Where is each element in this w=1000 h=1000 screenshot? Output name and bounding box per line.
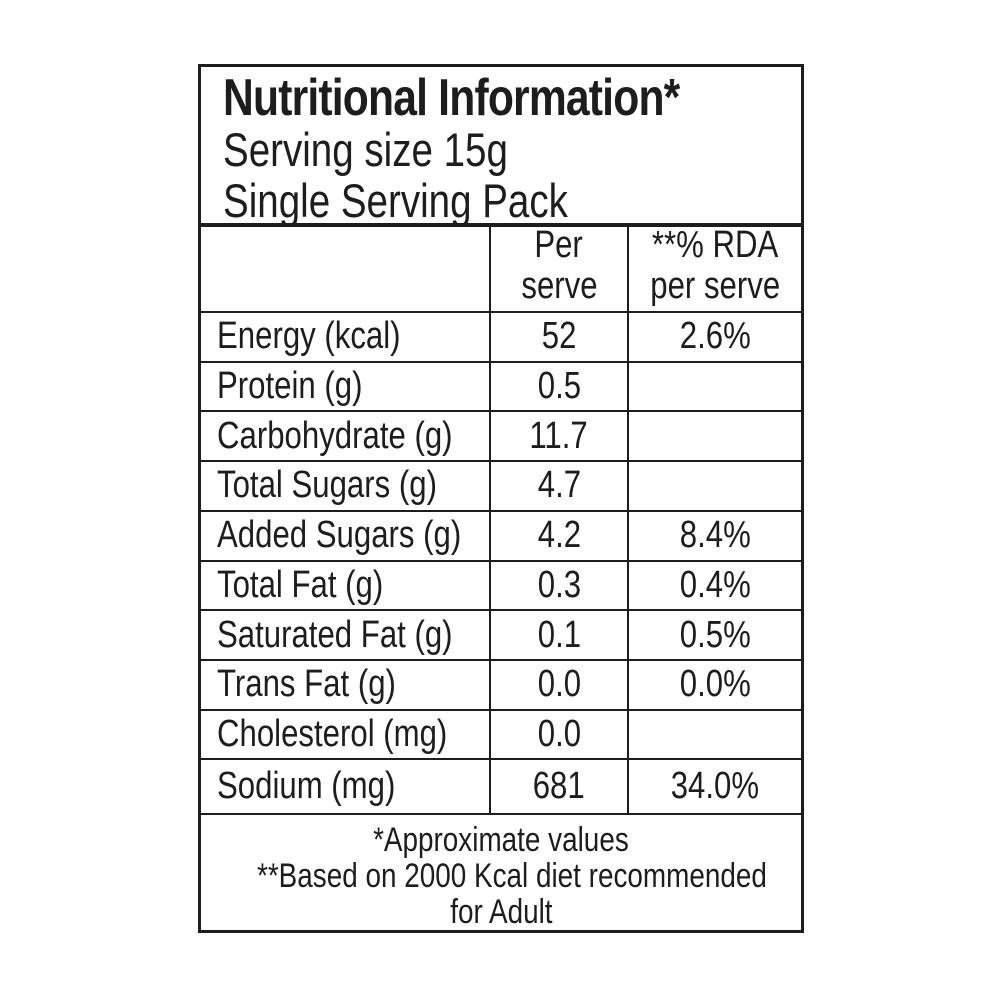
rda-value: 2.6%	[627, 313, 801, 361]
rda-header-line2: per serve	[650, 265, 780, 307]
rda-header-line1: **% RDA	[651, 224, 779, 266]
nutrient-name: Saturated Fat (g)	[217, 613, 453, 656]
label-title-block: Nutritional Information* Serving size 15…	[201, 67, 801, 227]
per-serve-value: 11.7	[489, 412, 627, 461]
header-cell-empty	[201, 227, 489, 311]
per-serve-value: 0.1	[489, 611, 627, 659]
nutrient-name: Energy (kcal)	[217, 315, 401, 358]
table-row-total-fat: Total Fat (g) 0.3 0.4%	[201, 561, 801, 612]
table-row-protein: Protein (g) 0.5	[201, 362, 801, 413]
per-serve-value: 0.3	[489, 561, 627, 610]
per-serve-header-line1: Per	[534, 224, 584, 266]
rda-value: 34.0%	[627, 760, 801, 813]
nutrient-name: Total Fat (g)	[217, 563, 384, 606]
nutrient-name: Sodium (mg)	[217, 765, 396, 808]
rda-value: 0.0%	[627, 660, 801, 709]
per-serve-value: 4.7	[489, 462, 627, 510]
table-row-total-sugars: Total Sugars (g) 4.7	[201, 462, 801, 512]
per-serve-value: 52	[489, 313, 627, 361]
rda-value: 0.5%	[627, 611, 801, 659]
rda-value	[627, 412, 801, 461]
rda-value	[627, 710, 801, 759]
label-title: Nutritional Information*	[223, 69, 680, 127]
footnote-rda-basis-line2: for Adult	[449, 893, 553, 931]
table-row-energy: Energy (kcal) 52 2.6%	[201, 313, 801, 363]
table-row-trans-fat: Trans Fat (g) 0.0 0.0%	[201, 660, 801, 711]
nutrient-name: Cholesterol (mg)	[217, 712, 448, 755]
serving-size-text: Serving size 15g	[223, 123, 508, 176]
rda-value: 0.4%	[627, 561, 801, 610]
nutrient-name: Total Sugars (g)	[217, 464, 437, 507]
rda-value: 8.4%	[627, 511, 801, 560]
table-row-saturated-fat: Saturated Fat (g) 0.1 0.5%	[201, 611, 801, 661]
footnote-rda-basis-line1: **Based on 2000 Kcal diet recommended	[256, 857, 767, 895]
table-row-added-sugars: Added Sugars (g) 4.2 8.4%	[201, 511, 801, 562]
nutrient-name: Trans Fat (g)	[217, 663, 396, 706]
header-cell-rda: **% RDA per serve	[627, 224, 801, 311]
footnote-approximate: *Approximate values	[373, 821, 629, 859]
table-row-carbohydrate: Carbohydrate (g) 11.7	[201, 412, 801, 463]
per-serve-value: 4.2	[489, 511, 627, 560]
per-serve-header-line2: serve	[520, 265, 598, 307]
table-row-sodium: Sodium (mg) 681 34.0%	[201, 760, 801, 815]
per-serve-value: 0.0	[489, 660, 627, 709]
per-serve-value: 681	[489, 760, 627, 813]
nutrient-name: Protein (g)	[217, 365, 363, 408]
nutrient-name: Carbohydrate (g)	[217, 414, 453, 457]
table-row-cholesterol: Cholesterol (mg) 0.0	[201, 710, 801, 761]
per-serve-value: 0.5	[489, 362, 627, 411]
per-serve-value: 0.0	[489, 710, 627, 759]
table-header-row: Per serve **% RDA per serve	[201, 224, 801, 313]
pack-type-text: Single Serving Pack	[223, 174, 568, 227]
footnotes-block: *Approximate values **Based on 2000 Kcal…	[201, 815, 801, 930]
nutrition-label: Nutritional Information* Serving size 15…	[198, 64, 804, 933]
rda-value	[627, 462, 801, 510]
nutrient-name: Added Sugars (g)	[217, 514, 462, 557]
rda-value	[627, 362, 801, 411]
header-cell-per-serve: Per serve	[489, 224, 627, 311]
